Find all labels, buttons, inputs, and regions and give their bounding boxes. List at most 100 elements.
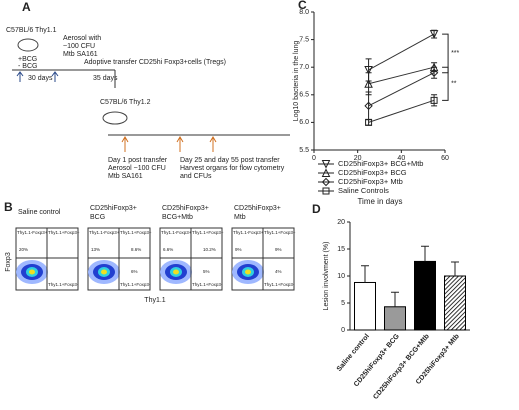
plot-title: Mtb — [234, 214, 246, 221]
marker — [364, 79, 373, 88]
panel-d: D 0 5 10 15 20 Lesion involvment (%) Saline con… — [312, 202, 470, 401]
aerosol: Aerosol with — [63, 35, 101, 42]
bar — [444, 275, 466, 331]
y-tick-label: 7.5 — [299, 36, 309, 43]
legend-label: CD25hiFoxp3+ BCG+Mtb — [338, 159, 423, 168]
quadrant-label: Thy1.1-Foxp3+ — [233, 230, 264, 235]
y-axis-label: Log10 bacteria in the lung — [293, 41, 300, 122]
transfer: Adoptive transfer CD25hi Foxp3+cells (Tr… — [84, 59, 226, 66]
y-tick-label: 6.0 — [299, 119, 309, 126]
day1: Mtb SA161 — [108, 173, 143, 180]
legend-marker — [321, 177, 331, 187]
marker — [364, 65, 373, 75]
bar — [384, 306, 406, 331]
y-tick-label: 5 — [341, 300, 345, 307]
marker — [429, 30, 439, 39]
error-bar — [365, 119, 372, 126]
y-tick-label: 10 — [337, 273, 345, 280]
harvest: Harvest organs for flow cytometry — [180, 165, 285, 172]
error-bar — [391, 291, 399, 307]
legend-label: CD25hiFoxp3+ Mtb — [338, 177, 403, 186]
line — [368, 72, 435, 107]
x-tick-label: 60 — [441, 155, 449, 162]
quadrant-label: Thy1.1+Foxp3+ — [264, 230, 296, 235]
y-tick-label: 6.5 — [299, 92, 309, 99]
plot-title: CD25hiFoxp3+ — [162, 205, 209, 212]
y-tick-label: 15 — [337, 246, 345, 253]
x-tick-label: CD25hiFoxp3+ BCG+Mtb — [372, 333, 431, 401]
line — [368, 99, 435, 123]
days: 35 days — [93, 75, 118, 82]
legend-label: Saline Controls — [338, 186, 389, 195]
mouse-icon — [17, 38, 39, 52]
day1: Day 1 post transfer — [108, 157, 168, 164]
y-tick-label: 8.0 — [299, 9, 309, 16]
bracket — [442, 66, 449, 101]
quadrant-label: 10.2% — [203, 247, 216, 252]
quadrant-label: 20% — [19, 247, 28, 252]
quadrant-label: 6% — [131, 269, 138, 274]
line — [368, 33, 435, 71]
annotation: ** — [451, 81, 457, 88]
marker — [429, 68, 439, 77]
quadrant-label: Thy1.1+Foxp3+ — [48, 230, 80, 235]
error-bar — [451, 261, 459, 276]
line — [368, 66, 435, 85]
plot-title: CD25hiFoxp3+ — [90, 205, 137, 212]
legend-marker — [322, 187, 330, 195]
quadrant-label: 4% — [275, 269, 282, 274]
error-bar — [421, 245, 429, 262]
quadrant-label: Thy1.1-Foxp3+ — [161, 230, 192, 235]
x-tick-label: 40 — [397, 155, 405, 162]
aerosol: Mtb SA161 — [63, 51, 98, 58]
y-tick-label: 0 — [341, 327, 345, 334]
x-axis-label: Thy1.1 — [144, 297, 166, 304]
quadrant-label: 13% — [91, 247, 100, 252]
marker — [430, 96, 438, 104]
quadrant-label: Thy1.1+Foxp3- — [120, 282, 151, 287]
marker — [365, 118, 373, 126]
y-tick-label: 20 — [337, 219, 345, 226]
legend-label: CD25hiFoxp3+ BCG — [338, 168, 407, 177]
panel-c: C 5.5 6.0 6.5 7.0 7.5 8.0 0 20 40 60 Log10 bacteria… — [293, 0, 460, 206]
y-axis-label: Foxp3 — [5, 252, 12, 272]
y-axis-label: Lesion involvment (%) — [323, 242, 330, 311]
donor: C57BL/6 Thy1.1 — [6, 27, 57, 34]
panel-label: B — [4, 200, 13, 214]
plot-title: BCG — [90, 214, 105, 221]
bracket — [442, 33, 449, 74]
marker — [364, 101, 373, 111]
quadrant-label: 9% — [275, 247, 282, 252]
cell-density — [101, 269, 107, 275]
quadrant-label: Thy1.1+Foxp3+ — [120, 230, 152, 235]
mouse-icon — [102, 111, 128, 125]
days: 30 days — [28, 75, 53, 82]
quadrant-label: Thy1.1+Foxp3- — [264, 282, 295, 287]
error-bar — [365, 91, 372, 121]
aerosol: ~100 CFU — [63, 43, 95, 50]
arrow — [121, 136, 217, 152]
recipient: C57BL/6 Thy1.2 — [100, 99, 151, 106]
plot-title: CD25hiFoxp3+ — [234, 205, 281, 212]
bcg-minus: - BCG — [18, 63, 37, 70]
x-tick-label: Saline control — [336, 333, 371, 373]
quadrant-label: Thy1.1-Foxp3+ — [89, 230, 120, 235]
quadrant-label: Thy1.1+Foxp3- — [192, 282, 223, 287]
harvest: Day 25 and day 55 post transfer — [180, 157, 280, 164]
y-tick-label: 7.0 — [299, 64, 309, 71]
harvest: and CFUs — [180, 173, 212, 180]
x-axis-label: Time in days — [357, 197, 402, 206]
panel-label: A — [22, 0, 31, 14]
quadrant-label: Thy1.1+Foxp3+ — [192, 230, 224, 235]
bcg-plus: +BCG — [18, 56, 37, 63]
cell-density — [245, 269, 251, 275]
cell-density — [173, 269, 179, 275]
quadrant-label: 9% — [235, 247, 242, 252]
quadrant-label: 6.6% — [163, 247, 173, 252]
bar — [354, 281, 376, 331]
quadrant-label: Thy1.1-Foxp3+ — [17, 230, 48, 235]
bar — [414, 260, 436, 331]
plot-title: Saline control — [18, 209, 61, 216]
cell-density — [29, 269, 35, 275]
quadrant-label: 8.6% — [131, 247, 141, 252]
